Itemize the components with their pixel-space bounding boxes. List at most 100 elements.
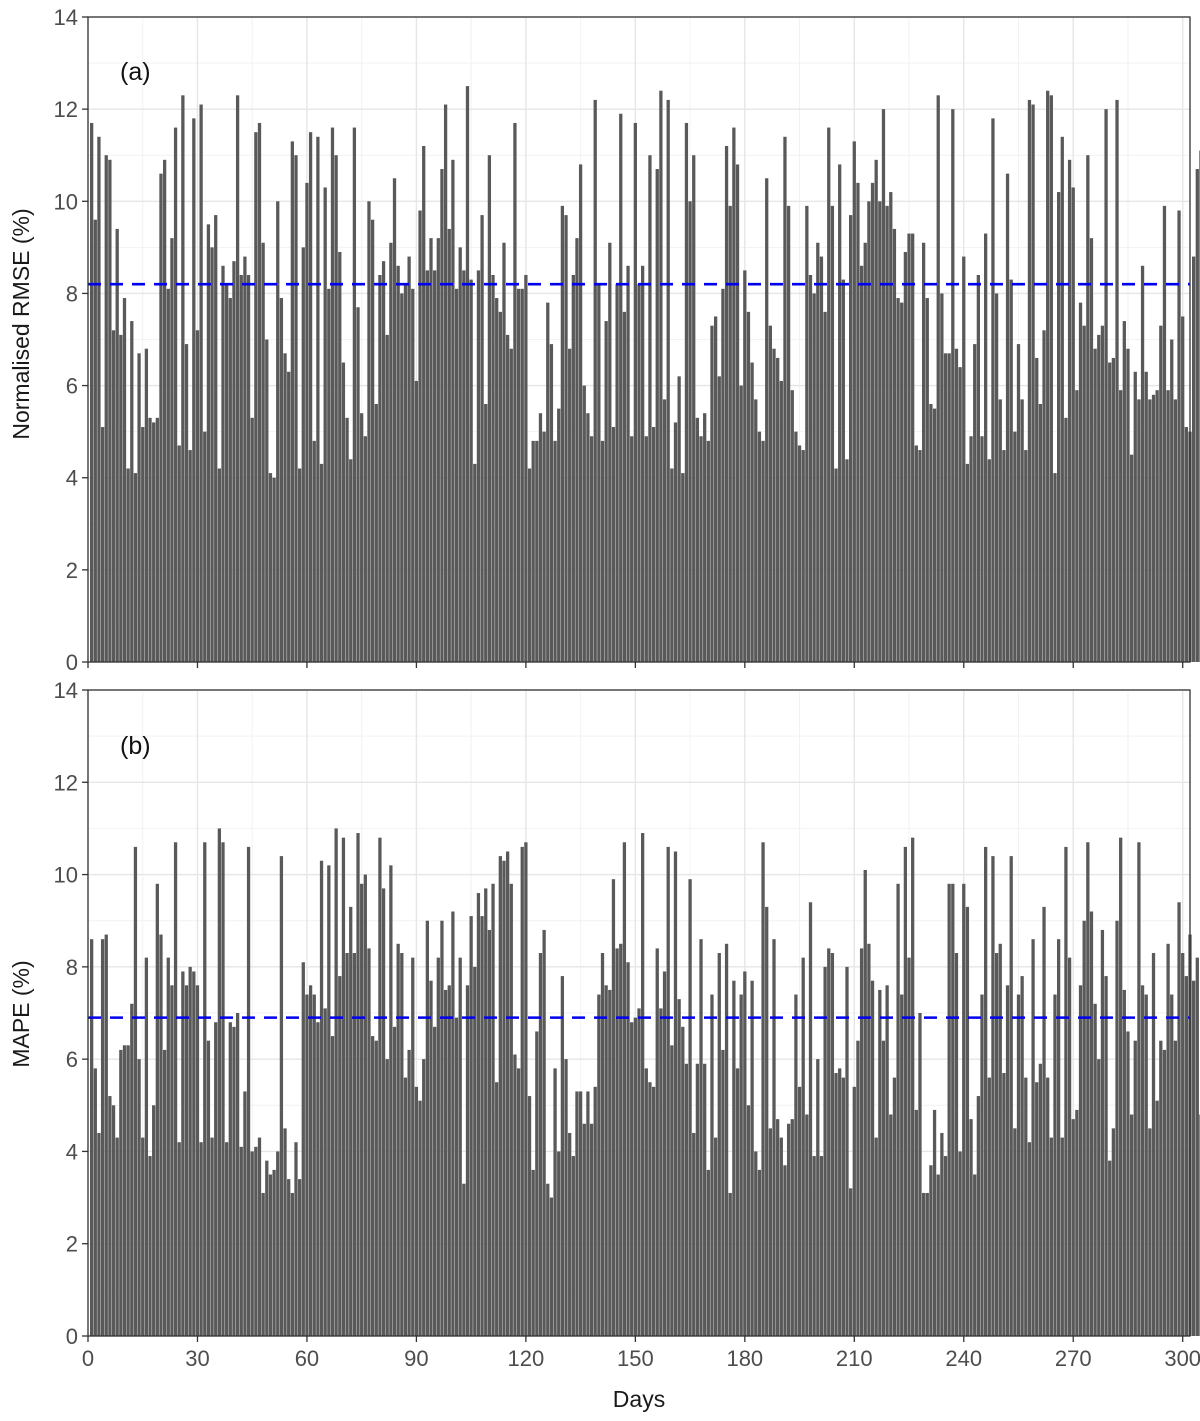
bar bbox=[1104, 109, 1108, 662]
bar bbox=[130, 1003, 134, 1336]
bar bbox=[589, 436, 594, 662]
bar bbox=[425, 920, 429, 1336]
bar bbox=[1071, 1119, 1075, 1336]
bar bbox=[925, 298, 929, 662]
bar bbox=[418, 1100, 422, 1336]
bar bbox=[1046, 90, 1050, 662]
bar bbox=[830, 953, 835, 1336]
bar bbox=[568, 1132, 572, 1336]
bar bbox=[932, 1109, 937, 1336]
bar bbox=[823, 311, 827, 662]
bar bbox=[509, 348, 513, 662]
bar bbox=[524, 842, 528, 1336]
bar bbox=[1177, 902, 1181, 1336]
bar bbox=[462, 1183, 466, 1336]
y-tick-label: 4 bbox=[66, 1139, 78, 1164]
bar bbox=[239, 1146, 243, 1336]
bar bbox=[352, 127, 357, 662]
y-tick-label: 10 bbox=[54, 863, 78, 888]
bar bbox=[659, 1008, 663, 1336]
bar bbox=[721, 1049, 725, 1336]
bar bbox=[276, 201, 280, 663]
bar bbox=[1170, 994, 1174, 1336]
bar bbox=[1031, 939, 1035, 1336]
bar bbox=[969, 1119, 973, 1336]
bar bbox=[739, 994, 743, 1336]
bar bbox=[341, 837, 346, 1336]
bar bbox=[1122, 321, 1126, 662]
bar bbox=[728, 1192, 732, 1336]
bar bbox=[710, 994, 714, 1336]
bar bbox=[841, 279, 845, 662]
bar bbox=[225, 1142, 229, 1336]
bar bbox=[921, 1192, 926, 1336]
bar bbox=[768, 325, 772, 662]
bar bbox=[502, 860, 506, 1336]
bar bbox=[1067, 159, 1072, 662]
bar bbox=[188, 450, 192, 662]
bar bbox=[936, 1174, 940, 1336]
bar bbox=[936, 95, 940, 662]
bar bbox=[1031, 104, 1035, 663]
bar bbox=[235, 95, 240, 662]
bar bbox=[1148, 1128, 1152, 1336]
bar bbox=[1035, 357, 1039, 662]
bar bbox=[177, 1142, 181, 1336]
bar bbox=[170, 985, 174, 1336]
bar bbox=[816, 242, 820, 662]
bar bbox=[535, 1031, 539, 1336]
bar bbox=[783, 136, 787, 663]
bar bbox=[546, 302, 550, 662]
bar bbox=[473, 966, 477, 1336]
bar bbox=[1009, 856, 1013, 1336]
bar bbox=[713, 1137, 718, 1336]
bar bbox=[414, 1086, 419, 1336]
bar bbox=[422, 1059, 426, 1336]
bar bbox=[407, 1049, 411, 1336]
bar bbox=[786, 1123, 791, 1336]
bar bbox=[1078, 985, 1083, 1336]
bar bbox=[1086, 155, 1090, 662]
bar bbox=[381, 261, 386, 662]
bar bbox=[330, 127, 335, 662]
bar bbox=[746, 1105, 751, 1336]
bar bbox=[1184, 427, 1188, 662]
bar bbox=[557, 408, 561, 662]
y-tick-label: 14 bbox=[54, 5, 78, 30]
bar bbox=[173, 127, 178, 662]
bar bbox=[378, 837, 382, 1336]
bar bbox=[969, 436, 973, 662]
bar bbox=[360, 883, 364, 1336]
bar bbox=[794, 431, 798, 662]
bar bbox=[622, 842, 627, 1336]
panel-a-label: (a) bbox=[120, 58, 151, 86]
bar bbox=[509, 883, 513, 1336]
bar bbox=[779, 380, 783, 662]
bar bbox=[181, 95, 185, 662]
bar bbox=[786, 205, 791, 662]
bar bbox=[97, 136, 101, 663]
bar bbox=[673, 422, 678, 662]
bar bbox=[1129, 1114, 1134, 1336]
bar bbox=[1049, 95, 1053, 662]
bar bbox=[392, 1026, 397, 1336]
bar bbox=[582, 1123, 586, 1336]
bar bbox=[1122, 989, 1126, 1336]
bar bbox=[965, 906, 970, 1336]
bar bbox=[692, 155, 696, 662]
bar bbox=[246, 275, 251, 662]
bar bbox=[349, 906, 353, 1336]
bar bbox=[370, 1036, 375, 1336]
bar bbox=[184, 344, 189, 662]
bar bbox=[141, 427, 145, 662]
bar bbox=[951, 109, 955, 662]
bar bbox=[527, 468, 532, 662]
bar bbox=[418, 210, 422, 662]
x-tick-label: 240 bbox=[945, 1346, 982, 1371]
bar bbox=[662, 971, 667, 1336]
bar bbox=[615, 948, 619, 1336]
bar bbox=[717, 953, 721, 1336]
bar bbox=[746, 311, 751, 662]
bar bbox=[1170, 339, 1174, 662]
bar bbox=[706, 440, 710, 662]
